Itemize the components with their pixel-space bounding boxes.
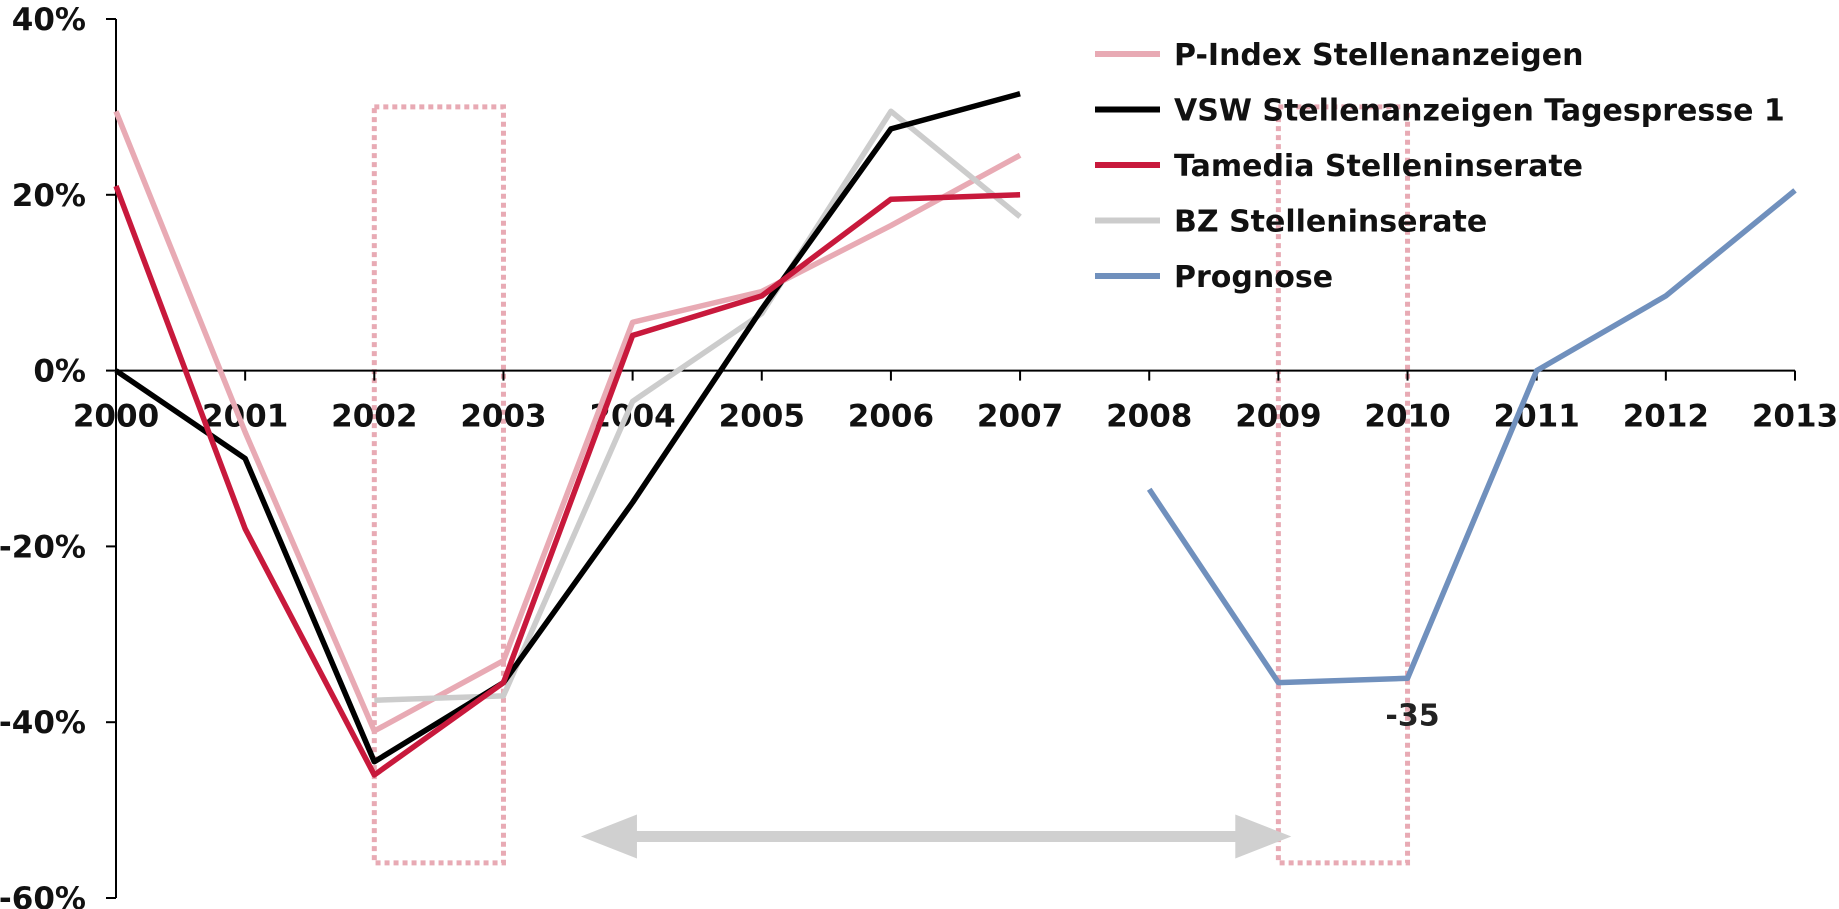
x-tick-label-13: 2013 <box>1752 399 1838 435</box>
span-arrow-left-head <box>580 814 637 859</box>
legend-label-3: BZ Stelleninserate <box>1174 205 1487 240</box>
span-arrow <box>580 814 1292 859</box>
highlight-box-1 <box>1275 104 1411 866</box>
y-tick-label-4: -40% <box>0 705 86 741</box>
series-line-0 <box>113 110 1022 734</box>
x-tick-label-3: 2003 <box>460 399 546 435</box>
y-tick-label-5: -60% <box>0 881 86 909</box>
data-label-0: -35 <box>1385 698 1439 733</box>
x-tick-label-12: 2012 <box>1623 399 1709 435</box>
legend-label-2: Tamedia Stelleninserate <box>1174 149 1583 184</box>
x-tick-label-7: 2007 <box>977 399 1063 435</box>
x-tick-label-10: 2010 <box>1364 399 1450 435</box>
legend-label-0: P-Index Stellenanzeigen <box>1174 38 1583 73</box>
x-tick-label-2: 2002 <box>331 399 417 435</box>
x-tick-label-8: 2008 <box>1106 399 1192 435</box>
x-tick-label-0: 2000 <box>73 399 159 435</box>
x-tick-label-11: 2011 <box>1494 399 1580 435</box>
y-tick-label-2: 0% <box>33 354 86 390</box>
span-arrow-right-head <box>1235 814 1292 859</box>
y-tick-label-0: 40% <box>12 2 86 38</box>
series-line-2 <box>113 185 1021 778</box>
series-line-4 <box>1146 188 1797 686</box>
legend-label-1: VSW Stellenanzeigen Tagespresse 1 <box>1174 94 1785 129</box>
highlight-box-0 <box>371 104 506 866</box>
legend-label-4: Prognose <box>1174 260 1333 295</box>
annotations: -35 <box>1385 698 1439 733</box>
x-tick-label-9: 2009 <box>1235 399 1321 435</box>
x-tick-label-5: 2005 <box>719 399 805 435</box>
highlight-boxes <box>371 104 1411 866</box>
y-tick-label-1: 20% <box>12 178 86 214</box>
x-tick-label-6: 2006 <box>848 399 934 435</box>
legend: P-Index Stellenanzeigen VSW Stellenanzeig… <box>1095 38 1785 295</box>
series-lines <box>113 91 1797 778</box>
y-tick-label-3: -20% <box>0 529 86 565</box>
series-line-1 <box>114 91 1021 765</box>
